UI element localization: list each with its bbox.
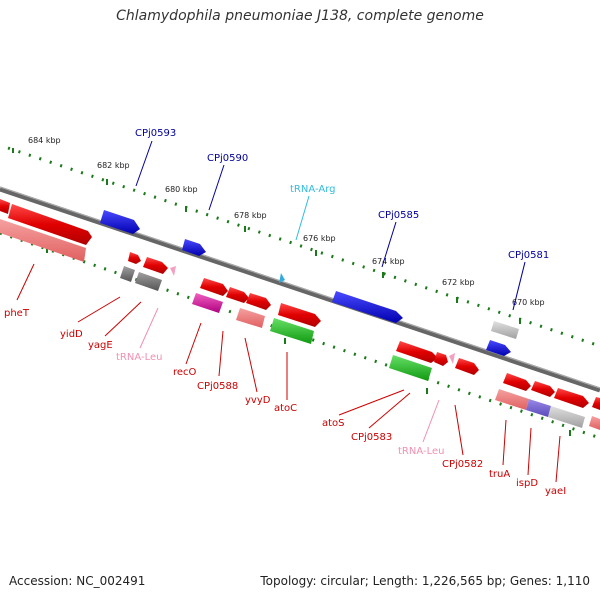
gene-label-phet[interactable]: pheT (4, 308, 30, 319)
feature-reco[interactable] (192, 293, 223, 313)
gene-label-cpj0581[interactable]: CPj0581 (508, 250, 549, 261)
gene-label-cpj0583[interactable]: CPj0583 (351, 432, 392, 443)
gene-label-trua[interactable]: truA (489, 469, 510, 480)
kbp-label: 672 kbp (442, 278, 475, 287)
genome-backbone (0, 186, 600, 393)
feature-rrna-left[interactable] (0, 219, 86, 262)
feature-cpj0583[interactable] (434, 352, 448, 366)
gene-label-reco[interactable]: recO (173, 367, 197, 378)
gene-label-atos[interactable]: atoS (322, 418, 345, 429)
kbp-label: 680 kbp (165, 185, 198, 194)
feature-atos[interactable] (389, 341, 438, 381)
genome-summary: Topology: circular; Length: 1,226,565 bp… (260, 574, 590, 588)
feature-cpj0590[interactable] (182, 239, 206, 256)
kbp-label: 670 kbp (512, 298, 545, 307)
gene-label-cpj0590[interactable]: CPj0590 (207, 153, 248, 164)
scale-track-upper (7, 146, 600, 348)
feature-yage[interactable] (128, 252, 162, 291)
gene-label-trna-leu-2[interactable]: tRNA-Leu (398, 446, 444, 457)
kbp-label: 682 kbp (97, 161, 130, 170)
feature-cpj0593[interactable] (100, 210, 140, 234)
feature-phet[interactable] (0, 199, 92, 245)
feature-gene-145[interactable] (143, 257, 168, 274)
gene-label-cpj0585[interactable]: CPj0585 (378, 210, 419, 221)
gene-label-atoc[interactable]: atoC (274, 403, 297, 414)
feature-ispd[interactable] (526, 381, 555, 417)
kbp-label: 676 kbp (303, 234, 336, 243)
gene-label-cpj0593[interactable]: CPj0593 (135, 128, 176, 139)
feature-cpj0581[interactable] (486, 321, 519, 356)
feature-trna-leu-1[interactable] (170, 266, 176, 276)
kbp-label: 678 kbp (234, 211, 267, 220)
gene-label-ispd[interactable]: ispD (516, 478, 538, 489)
bottom-label-connectors (16, 263, 561, 483)
accession-text: Accession: NC_002491 (9, 574, 146, 588)
feature-trua[interactable] (495, 373, 531, 410)
gene-label-cpj0588[interactable]: CPj0588 (197, 381, 238, 392)
gene-label-yage[interactable]: yagE (88, 340, 113, 351)
gene-label-yaei[interactable]: yaeI (545, 486, 566, 497)
feature-trna-arg[interactable] (279, 273, 285, 283)
gene-label-trna-leu-1[interactable]: tRNA-Leu (116, 352, 162, 363)
feature-cpj0585[interactable] (332, 291, 403, 323)
gene-label-yidd[interactable]: yidD (60, 329, 83, 340)
feature-atoc[interactable] (270, 303, 321, 344)
feature-yidd[interactable] (120, 266, 135, 282)
feature-yvyd[interactable] (236, 293, 271, 328)
gene-label-yvyd[interactable]: yvyD (245, 395, 271, 406)
feature-cpj0582[interactable] (455, 358, 479, 375)
map-title: Chlamydophila pneumoniae J138, complete … (116, 8, 484, 24)
feature-yaei[interactable] (548, 388, 600, 430)
feature-cpj0588[interactable] (200, 278, 249, 303)
gene-label-trna-arg[interactable]: tRNA-Arg (290, 184, 335, 195)
kbp-label: 674 kbp (372, 257, 405, 266)
kbp-label: 684 kbp (28, 136, 61, 145)
gene-label-cpj0582[interactable]: CPj0582 (442, 459, 483, 470)
feature-trna-leu-2[interactable] (449, 353, 455, 364)
top-label-connectors (135, 140, 526, 311)
